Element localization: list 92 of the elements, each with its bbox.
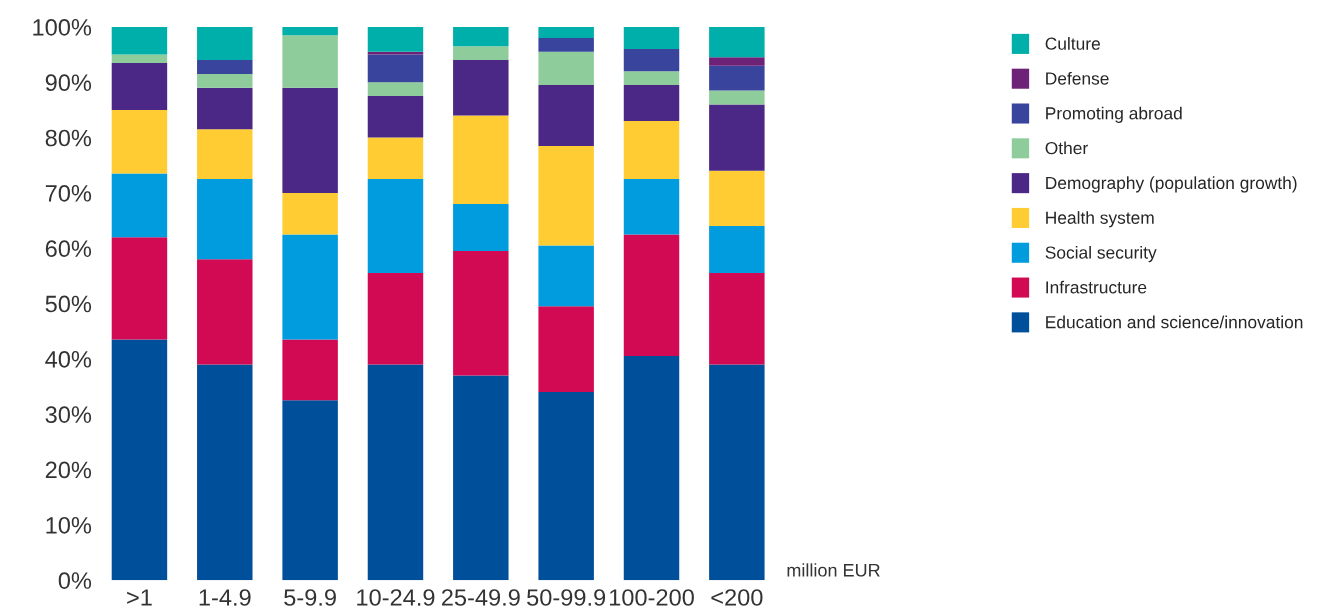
bar xyxy=(453,26,509,47)
bar xyxy=(623,71,680,86)
legend-label: Infrastructure xyxy=(1046,280,1147,294)
bar xyxy=(282,234,338,340)
bar xyxy=(111,26,168,55)
y-tick-label: 20% xyxy=(45,461,92,479)
y-tick-label: 40% xyxy=(45,350,92,368)
bar xyxy=(111,339,168,581)
bar xyxy=(538,85,594,146)
x-tick-label: >1 xyxy=(127,589,152,606)
legend-label: Education and science/innovation xyxy=(1046,315,1303,329)
x-axis-title: million EUR xyxy=(787,563,880,577)
bar xyxy=(709,57,765,66)
y-tick-label: 0% xyxy=(58,572,92,589)
bar xyxy=(197,60,253,74)
bar xyxy=(111,237,168,340)
bar xyxy=(367,96,424,138)
bar xyxy=(197,129,253,180)
bar xyxy=(623,234,680,357)
y-tick-label: 70% xyxy=(45,184,92,202)
bar xyxy=(709,273,765,365)
bar xyxy=(709,226,765,274)
bar xyxy=(538,145,594,246)
bar xyxy=(453,203,509,251)
y-tick-label: 30% xyxy=(45,406,92,423)
bar xyxy=(453,60,509,116)
legend-label: Health system xyxy=(1046,211,1154,228)
bar xyxy=(367,82,424,97)
bar xyxy=(623,85,680,121)
bar xyxy=(197,73,253,88)
x-tick-label: 5-9.9 xyxy=(284,589,336,606)
bar xyxy=(367,26,424,52)
y-tick-label: 90% xyxy=(45,74,92,92)
bar xyxy=(623,179,680,235)
y-tick-label: 50% xyxy=(45,295,92,313)
bar xyxy=(197,364,253,581)
legend-label: Defense xyxy=(1046,71,1109,85)
bar xyxy=(538,51,594,86)
bar xyxy=(709,90,765,105)
bar xyxy=(367,273,424,365)
bar xyxy=(367,364,424,581)
bar xyxy=(367,137,424,180)
bar xyxy=(282,339,338,401)
bar xyxy=(453,46,509,61)
bar xyxy=(367,54,424,83)
bar xyxy=(197,87,253,130)
x-tick-label: 50-99.9 xyxy=(527,589,606,606)
bar xyxy=(282,87,338,193)
bar xyxy=(282,26,338,36)
legend-label: Social security xyxy=(1045,245,1157,263)
bar xyxy=(538,245,594,307)
bar xyxy=(282,400,338,581)
bar xyxy=(623,49,680,72)
legend-label: Promoting abroad xyxy=(1046,106,1182,123)
bar xyxy=(709,65,765,91)
bar xyxy=(111,109,168,174)
legend-label: Other xyxy=(1045,141,1088,155)
bar xyxy=(453,375,509,581)
bar xyxy=(453,115,509,204)
bar xyxy=(111,54,168,63)
y-tick-label: 100% xyxy=(33,19,92,36)
legend-label: Demography (population growth) xyxy=(1046,176,1297,193)
bar xyxy=(197,179,253,260)
bar xyxy=(709,170,765,227)
y-tick-label: 10% xyxy=(46,516,92,534)
bar xyxy=(623,120,680,180)
bar xyxy=(538,26,594,38)
bar xyxy=(282,192,338,235)
bar xyxy=(623,356,680,581)
bar xyxy=(367,51,424,55)
bar xyxy=(709,104,765,171)
y-tick-label: 60% xyxy=(45,240,92,258)
bar xyxy=(538,306,594,393)
bar xyxy=(111,62,168,110)
bar xyxy=(709,26,765,58)
x-tick-label: 1-4.9 xyxy=(199,589,251,606)
bar xyxy=(538,37,594,52)
legend-label: Culture xyxy=(1045,37,1100,50)
bar xyxy=(111,173,168,238)
bar xyxy=(197,259,253,365)
x-tick-label: <200 xyxy=(711,589,763,606)
bar xyxy=(623,26,680,50)
bar xyxy=(197,26,253,61)
bar xyxy=(282,35,338,88)
bar xyxy=(709,364,765,581)
bar xyxy=(453,250,509,376)
x-tick-label: 25-49.9 xyxy=(441,589,520,606)
x-tick-label: 10-24.9 xyxy=(357,589,435,606)
bar xyxy=(367,179,424,274)
y-tick-label: 80% xyxy=(45,129,92,147)
bar xyxy=(538,392,594,581)
x-tick-label: 100-200 xyxy=(609,589,694,606)
